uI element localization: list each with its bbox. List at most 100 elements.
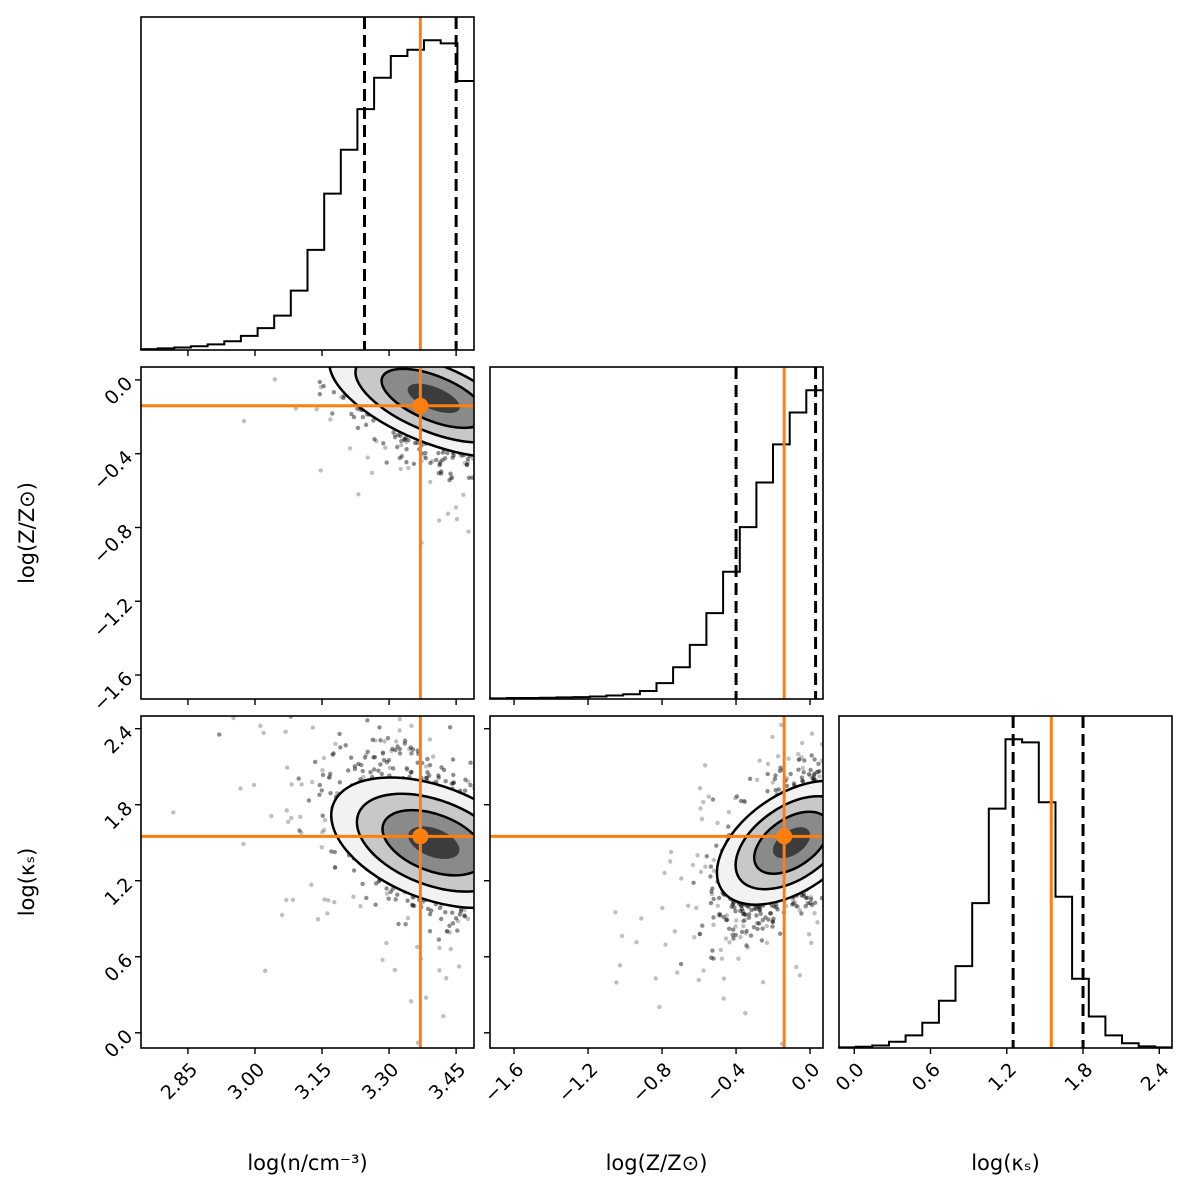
sample-point: [830, 822, 834, 826]
sample-point: [453, 505, 459, 510]
sample-point: [511, 911, 515, 915]
sample-point: [536, 893, 540, 897]
sample-point: [894, 821, 898, 825]
sample-point: [709, 955, 714, 960]
sample-point: [390, 345, 394, 349]
sample-point: [579, 421, 583, 425]
sample-point: [832, 839, 836, 843]
sample-point: [869, 765, 873, 769]
sample-point: [861, 761, 865, 765]
sample-point: [847, 797, 851, 801]
scatter-panel-logZ-vs-logn: [141, 331, 610, 699]
sample-point: [337, 339, 341, 343]
sample-point: [377, 339, 381, 343]
sample-point: [562, 900, 566, 904]
sample-point: [508, 413, 512, 417]
sample-point: [538, 840, 542, 844]
sample-point: [532, 471, 536, 475]
sample-point: [496, 843, 500, 847]
sample-point: [848, 800, 852, 804]
sample-point: [746, 915, 752, 920]
sample-point: [846, 756, 850, 760]
sample-point: [417, 354, 421, 358]
sample-point: [817, 774, 822, 779]
sample-point: [490, 447, 494, 451]
sample-point: [553, 473, 557, 477]
sample-point: [590, 488, 594, 492]
sample-point: [514, 491, 518, 495]
sample-point: [746, 904, 751, 910]
sample-point: [498, 459, 502, 463]
sample-point: [492, 387, 496, 391]
sample-point: [882, 775, 886, 779]
sample-point: [859, 802, 863, 806]
sample-point: [439, 471, 444, 476]
sample-point: [493, 861, 497, 865]
sample-point: [736, 956, 741, 961]
x-axis-label-logZ: log(Z/Z⊙): [606, 1151, 708, 1175]
sample-point: [843, 818, 847, 822]
sample-point: [482, 441, 486, 445]
sample-point: [790, 897, 796, 902]
sample-point: [365, 718, 370, 723]
sample-point: [519, 482, 523, 486]
sample-point: [373, 738, 378, 743]
sample-point: [444, 976, 449, 981]
sample-point: [319, 788, 324, 793]
sample-point: [480, 452, 484, 456]
sample-point: [369, 337, 373, 341]
sample-point: [771, 916, 776, 921]
sample-point: [478, 820, 482, 824]
sample-point: [796, 757, 802, 762]
sample-point: [500, 851, 504, 855]
sample-point: [366, 331, 370, 335]
sample-point: [512, 398, 516, 402]
sample-point: [824, 813, 828, 817]
sample-point: [516, 869, 520, 873]
sample-point: [542, 902, 546, 906]
sample-point: [518, 793, 522, 797]
sample-point: [530, 448, 534, 452]
sample-point: [794, 903, 799, 909]
sample-point: [371, 755, 376, 760]
sample-point: [868, 788, 872, 792]
sample-point: [833, 797, 837, 801]
sample-point: [349, 344, 353, 348]
sample-point: [396, 921, 401, 927]
sample-point: [423, 764, 429, 769]
sample-point: [349, 411, 354, 417]
sample-point: [527, 910, 531, 914]
sample-point: [395, 892, 400, 897]
sample-point: [493, 888, 497, 892]
sample-point: [312, 334, 316, 338]
sample-point: [854, 851, 858, 855]
y-tick-label: 0.6: [100, 949, 137, 986]
sample-point: [403, 435, 409, 441]
sample-point: [397, 360, 401, 364]
sample-point: [733, 909, 738, 914]
sample-point: [774, 905, 779, 910]
sample-point: [515, 372, 519, 376]
sample-point: [834, 805, 838, 809]
sample-point: [513, 897, 517, 901]
sample-point: [515, 419, 519, 423]
sample-point: [373, 902, 378, 907]
sample-point: [544, 817, 548, 821]
sample-point: [318, 468, 323, 473]
sample-point: [751, 925, 757, 930]
sample-point: [606, 459, 610, 463]
sample-point: [435, 331, 439, 335]
sample-point: [483, 857, 487, 861]
sample-point: [853, 803, 857, 807]
sample-point: [480, 413, 484, 417]
sample-point: [817, 769, 822, 774]
sample-point: [321, 827, 327, 833]
sample-point: [740, 911, 746, 917]
sample-point: [437, 518, 442, 523]
sample-point: [578, 944, 582, 948]
sample-point: [481, 462, 485, 466]
sample-point: [289, 815, 294, 821]
sample-point: [930, 651, 934, 655]
sample-point: [830, 871, 834, 875]
sample-point: [854, 749, 858, 753]
